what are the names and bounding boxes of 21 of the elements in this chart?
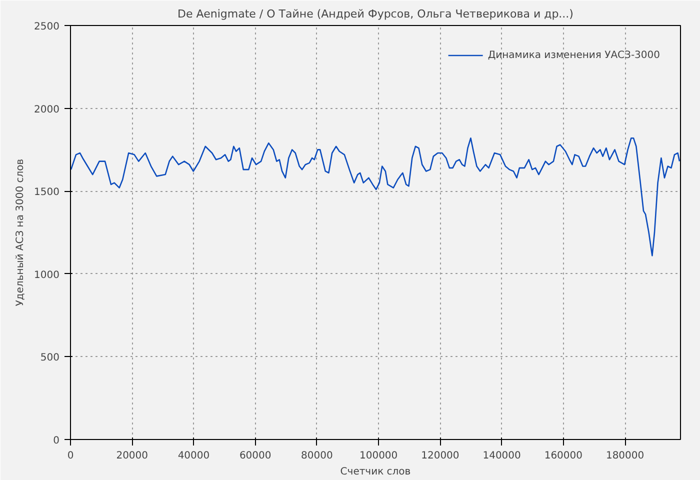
y-tick-label: 2500 xyxy=(34,22,60,32)
x-tick-label: 60000 xyxy=(239,450,272,462)
x-tick-label: 160000 xyxy=(544,450,583,462)
x-axis-title: Счетчик слов xyxy=(340,466,411,478)
y-axis-title: Удельный АСЗ на 3000 слов xyxy=(15,158,26,306)
y-tick-label: 2000 xyxy=(34,104,60,116)
x-tick-label: 0 xyxy=(67,450,74,462)
x-tick-label: 80000 xyxy=(301,450,333,462)
x-tick-label: 120000 xyxy=(421,450,460,462)
y-tick-label: 1000 xyxy=(34,270,60,281)
y-tick-label: 500 xyxy=(40,352,60,364)
x-tick-label: 180000 xyxy=(606,450,644,462)
x-tick-label: 40000 xyxy=(178,450,210,462)
x-tick-label: 20000 xyxy=(116,450,148,462)
line-series xyxy=(70,137,680,256)
x-tick-label: 100000 xyxy=(359,450,398,462)
x-tick-label: 140000 xyxy=(482,450,521,462)
legend-label: Динамика изменения УАСЗ-3000 xyxy=(488,50,660,60)
y-tick-label: 1500 xyxy=(34,187,60,198)
y-tick-label: 0 xyxy=(53,436,60,446)
chart-title: De Aenigmate / О Тайне (Андрей Фурсов, Ольга Четверикова и др...) xyxy=(178,8,574,20)
